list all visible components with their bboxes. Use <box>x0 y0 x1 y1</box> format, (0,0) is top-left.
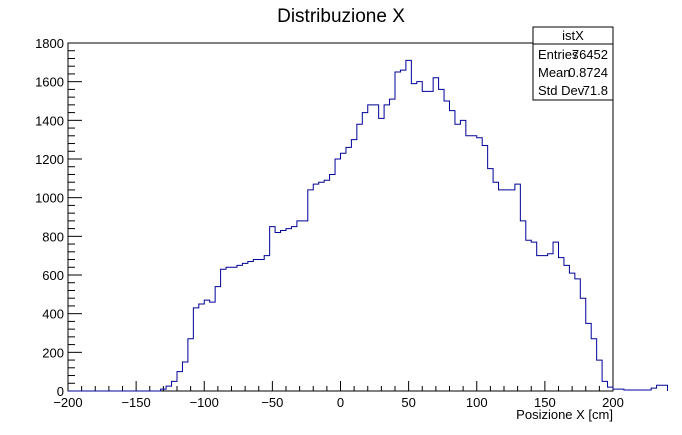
y-tick-label: 200 <box>42 345 64 360</box>
histogram-series <box>68 59 668 392</box>
y-tick-label: 1200 <box>35 152 64 167</box>
y-tick-label: 1600 <box>35 75 64 90</box>
x-tick-label: 50 <box>401 395 415 410</box>
stats-mean-label: Mean <box>538 65 571 80</box>
stats-box-title: istX <box>562 28 584 43</box>
stats-mean-value: 0.8724 <box>568 65 608 80</box>
x-tick-label: −150 <box>121 395 150 410</box>
x-tick-label: −100 <box>190 395 219 410</box>
stats-entries-label: Entries <box>538 47 579 62</box>
y-axis: 0 200 400 600 800 1000 1200 1400 1600 1800 <box>35 36 82 399</box>
y-tick-label: 800 <box>42 229 64 244</box>
x-tick-label: 150 <box>534 395 556 410</box>
stats-stddev-label: Std Dev <box>538 83 585 98</box>
stats-entries-value: 76452 <box>572 47 608 62</box>
stats-box: istX Entries 76452 Mean 0.8724 Std Dev 7… <box>532 26 614 101</box>
x-axis-label: Posizione X [cm] <box>516 407 613 422</box>
y-tick-label: 0 <box>57 384 64 399</box>
x-tick-label: −200 <box>53 395 82 410</box>
y-tick-label: 1000 <box>35 191 64 206</box>
x-tick-label: 200 <box>602 395 624 410</box>
x-axis: −200 −150 −100 −50 0 50 100 150 200 <box>53 381 624 410</box>
y-tick-label: 1400 <box>35 113 64 128</box>
y-tick-label: 1800 <box>35 36 64 51</box>
chart-title: Distribuzione X <box>277 6 405 27</box>
x-tick-label: 0 <box>337 395 344 410</box>
plot-frame <box>67 42 614 392</box>
y-tick-label: 400 <box>42 307 64 322</box>
y-tick-label: 600 <box>42 268 64 283</box>
x-tick-label: 100 <box>466 395 488 410</box>
x-tick-label: −50 <box>261 395 283 410</box>
stats-stddev-value: 71.8 <box>583 83 608 98</box>
